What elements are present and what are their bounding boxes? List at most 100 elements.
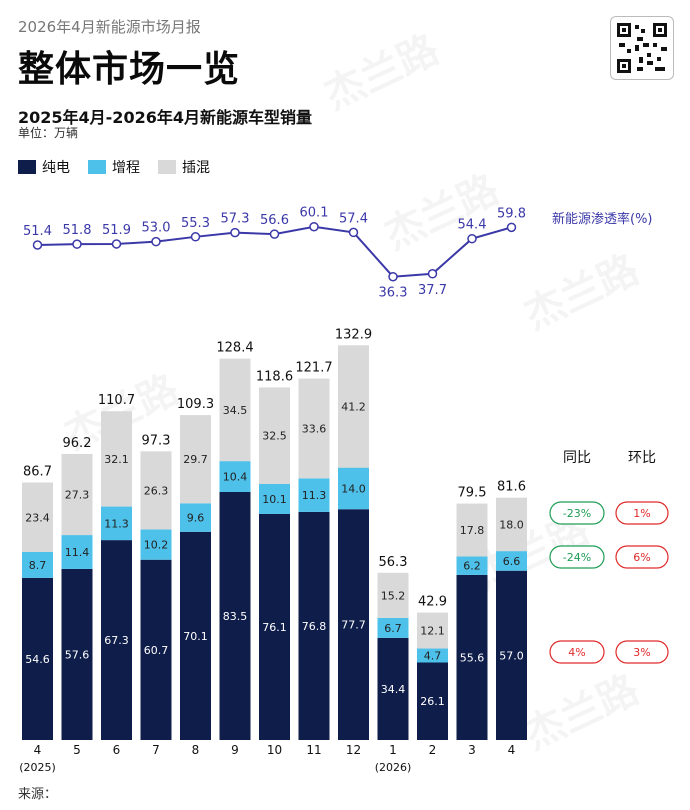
- bar-value-label: 29.7: [183, 453, 208, 466]
- penetration-value-label: 53.0: [142, 221, 171, 236]
- bar-segment-bev: [377, 637, 409, 740]
- bar-value-label: 32.1: [104, 453, 129, 466]
- bar-value-label: 10.4: [223, 471, 248, 484]
- bar-segment-erev: [338, 467, 369, 510]
- bar-value-label: 41.2: [341, 400, 366, 413]
- bar-value-label: 32.5: [262, 430, 287, 443]
- mom-value: 1%: [633, 507, 650, 520]
- bar-total-label: 81.6: [497, 480, 526, 495]
- year-label: (2025): [19, 761, 56, 774]
- bar-segment-bev: [338, 509, 369, 740]
- penetration-value-label: 36.3: [379, 286, 408, 301]
- penetration-value-label: 51.8: [63, 223, 92, 238]
- legend-item-bev: 纯电: [18, 157, 70, 177]
- penetration-value-label: 57.3: [221, 212, 250, 227]
- penetration-series-label: 新能源渗透率(%): [552, 211, 653, 227]
- bar-total-label: 86.7: [23, 465, 52, 480]
- penetration-point: [427, 269, 438, 279]
- bar-value-label: 57.0: [499, 649, 524, 662]
- legend-swatch-bev: [18, 160, 36, 174]
- bar-segment-erev: [101, 506, 132, 541]
- bar-total-label: 110.7: [98, 393, 135, 408]
- bar-segment-erev: [456, 556, 488, 575]
- bar-segment-bev: [456, 574, 488, 740]
- mom-header: 环比: [628, 450, 656, 466]
- chart-subtitle: 2025年4月-2026年4月新能源车型销量: [18, 108, 312, 127]
- x-tick-label: 1: [389, 743, 397, 757]
- legend-label-phev: 插混: [182, 160, 210, 176]
- bar-total-label: 79.5: [458, 486, 487, 501]
- penetration-point: [506, 222, 517, 233]
- penetration-value-label: 55.3: [181, 216, 210, 231]
- bar-segment-phev: [140, 451, 172, 530]
- bar-total-label: 118.6: [256, 369, 293, 384]
- yoy-badge: [549, 501, 605, 525]
- bar-value-label: 76.1: [262, 621, 287, 634]
- bar-value-label: 10.1: [262, 493, 287, 506]
- legend-swatch-erev: [88, 160, 106, 174]
- bar-value-label: 26.3: [144, 484, 169, 497]
- bar-value-label: 15.2: [381, 589, 406, 602]
- bar-value-label: 11.4: [65, 546, 90, 559]
- bar-segment-erev: [496, 551, 527, 571]
- penetration-point: [151, 236, 161, 247]
- penetration-value-label: 57.4: [339, 211, 368, 226]
- x-tick-label: 11: [306, 743, 321, 757]
- bar-value-label: 6.7: [384, 622, 402, 635]
- bar-segment-bev: [22, 577, 53, 740]
- penetration-point: [467, 233, 477, 244]
- penetration-point: [388, 271, 398, 282]
- mom-badge: [615, 640, 669, 664]
- legend-item-phev: 插混: [158, 157, 210, 177]
- bar-segment-erev: [417, 648, 448, 663]
- report-label: 2026年4月新能源市场月报: [18, 18, 201, 36]
- bar-segment-bev: [61, 568, 93, 740]
- bar-value-label: 33.6: [302, 422, 327, 435]
- bar-value-label: 9.6: [187, 512, 205, 525]
- yoy-badge: [549, 640, 605, 664]
- bar-segment-bev: [496, 570, 527, 740]
- bar-segment-erev: [219, 461, 251, 493]
- x-tick-label: 12: [346, 743, 361, 757]
- bar-segment-erev: [298, 478, 330, 512]
- penetration-point: [230, 227, 240, 238]
- page-title: 整体市场一览: [18, 49, 241, 90]
- x-tick-label: 9: [231, 743, 239, 757]
- bar-segment-bev: [180, 531, 211, 740]
- bar-total-label: 42.9: [418, 595, 447, 610]
- bar-value-label: 27.3: [65, 489, 90, 502]
- penetration-point: [111, 239, 122, 249]
- penetration-point: [348, 227, 359, 238]
- penetration-point: [269, 229, 280, 239]
- bar-total-label: 56.3: [379, 555, 408, 570]
- penetration-point: [72, 239, 82, 249]
- penetration-point: [309, 221, 319, 232]
- bar-segment-erev: [61, 535, 93, 569]
- bar-segment-erev: [180, 503, 211, 532]
- yoy-badge: [549, 545, 605, 569]
- bar-segment-erev: [22, 551, 53, 578]
- bar-value-label: 60.7: [144, 644, 169, 657]
- bar-segment-phev: [496, 497, 527, 552]
- bar-value-label: 83.5: [223, 610, 248, 623]
- bar-segment-phev: [338, 345, 369, 468]
- bar-total-label: 132.9: [335, 327, 372, 342]
- bar-value-label: 18.0: [499, 518, 524, 531]
- bar-segment-phev: [417, 612, 448, 649]
- bar-value-label: 54.6: [25, 653, 50, 666]
- bar-value-label: 11.3: [302, 489, 327, 502]
- x-tick-label: 7: [152, 743, 160, 757]
- bar-segment-bev: [298, 511, 330, 740]
- bar-value-label: 76.8: [302, 620, 327, 633]
- bar-total-label: 96.2: [63, 436, 92, 451]
- chart-legend: 纯电 增程 插混: [18, 157, 210, 177]
- x-tick-label: 4: [34, 743, 42, 757]
- bar-segment-bev: [140, 559, 172, 740]
- bar-value-label: 34.4: [381, 683, 406, 696]
- bar-segment-bev: [259, 513, 290, 740]
- bar-segment-phev: [101, 411, 132, 507]
- x-tick-label: 4: [508, 743, 516, 757]
- penetration-value-label: 51.9: [102, 223, 131, 238]
- bar-value-label: 11.3: [104, 517, 129, 530]
